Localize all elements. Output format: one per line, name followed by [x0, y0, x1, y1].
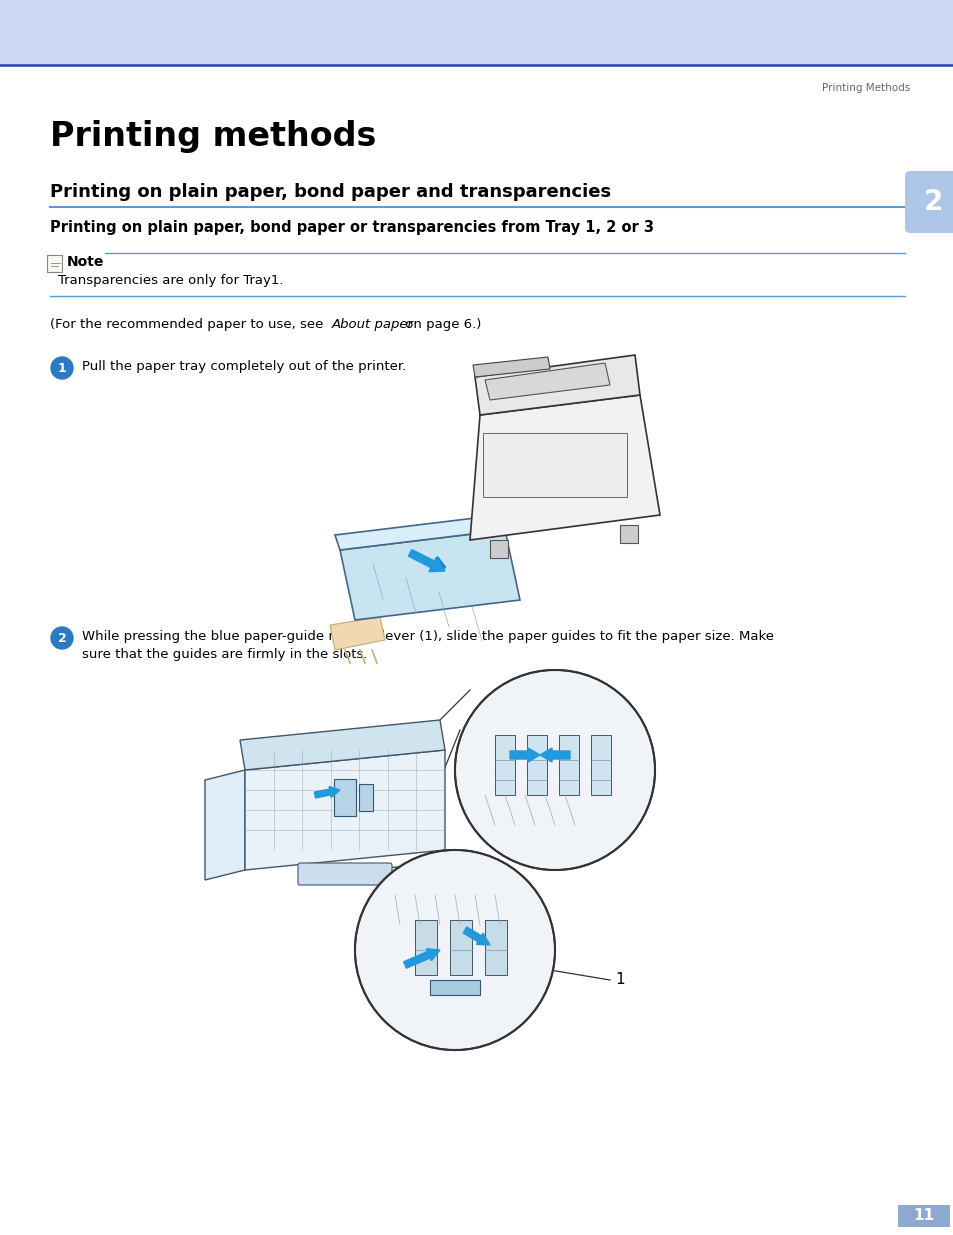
Text: Printing methods: Printing methods [50, 120, 376, 153]
FancyArrow shape [314, 787, 339, 798]
Text: Transparencies are only for Tray1.: Transparencies are only for Tray1. [58, 274, 283, 287]
Polygon shape [473, 357, 550, 377]
Polygon shape [245, 750, 444, 869]
FancyArrow shape [510, 748, 539, 762]
Bar [450, 920, 472, 974]
FancyArrow shape [408, 550, 444, 572]
Polygon shape [475, 354, 639, 415]
Text: About paper: About paper [332, 317, 414, 331]
Bar [484, 920, 506, 974]
Bar [495, 735, 515, 795]
Text: 2: 2 [923, 188, 942, 216]
Bar [558, 735, 578, 795]
Polygon shape [330, 618, 385, 650]
FancyBboxPatch shape [482, 433, 626, 496]
Polygon shape [470, 395, 659, 540]
Bar [415, 920, 436, 974]
Circle shape [51, 627, 73, 650]
Text: Pull the paper tray completely out of the printer.: Pull the paper tray completely out of th… [82, 359, 406, 373]
Text: Printing on plain paper, bond paper and transparencies: Printing on plain paper, bond paper and … [50, 183, 611, 201]
Text: on page 6.): on page 6.) [400, 317, 481, 331]
Text: (For the recommended paper to use, see: (For the recommended paper to use, see [50, 317, 327, 331]
Circle shape [455, 671, 655, 869]
Text: 2: 2 [57, 631, 67, 645]
Text: Printing on plain paper, bond paper or transparencies from Tray 1, 2 or 3: Printing on plain paper, bond paper or t… [50, 220, 654, 235]
Bar [0, 0, 953, 65]
Circle shape [355, 850, 555, 1050]
FancyBboxPatch shape [358, 784, 373, 811]
Text: 11: 11 [913, 1209, 934, 1224]
FancyBboxPatch shape [47, 254, 62, 272]
Bar [897, 1205, 949, 1228]
Text: 1: 1 [615, 972, 624, 988]
Text: sure that the guides are firmly in the slots.: sure that the guides are firmly in the s… [82, 648, 367, 661]
Text: Note: Note [67, 254, 104, 269]
Circle shape [355, 851, 554, 1049]
FancyBboxPatch shape [904, 170, 953, 233]
Text: While pressing the blue paper-guide release lever (1), slide the paper guides to: While pressing the blue paper-guide rele… [82, 630, 773, 643]
FancyBboxPatch shape [297, 863, 392, 885]
FancyBboxPatch shape [334, 779, 355, 816]
Circle shape [51, 357, 73, 379]
Bar [430, 981, 479, 995]
Polygon shape [335, 515, 504, 550]
Text: 1: 1 [57, 362, 67, 374]
Bar [526, 735, 546, 795]
FancyArrow shape [539, 748, 569, 762]
FancyArrow shape [403, 948, 439, 968]
FancyArrow shape [463, 927, 490, 945]
Polygon shape [240, 720, 444, 769]
Polygon shape [484, 363, 609, 400]
Polygon shape [339, 530, 519, 620]
Bar [490, 540, 507, 558]
Bar [590, 735, 610, 795]
Circle shape [456, 671, 654, 869]
Text: Printing Methods: Printing Methods [821, 83, 909, 93]
Polygon shape [205, 769, 245, 881]
Bar [619, 525, 638, 543]
